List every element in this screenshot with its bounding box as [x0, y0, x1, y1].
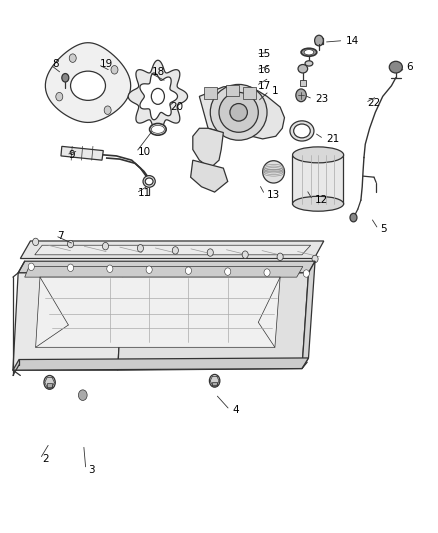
Polygon shape: [35, 277, 280, 348]
Polygon shape: [212, 382, 217, 386]
Circle shape: [314, 35, 323, 46]
Circle shape: [111, 66, 118, 74]
Ellipse shape: [150, 124, 166, 135]
Polygon shape: [199, 86, 285, 139]
Polygon shape: [13, 358, 308, 370]
Ellipse shape: [304, 50, 314, 55]
Ellipse shape: [219, 92, 258, 132]
Circle shape: [296, 89, 306, 102]
Circle shape: [312, 255, 318, 263]
Text: 15: 15: [258, 49, 272, 59]
Polygon shape: [46, 43, 131, 123]
Ellipse shape: [151, 125, 164, 133]
Circle shape: [28, 263, 34, 271]
Circle shape: [225, 268, 231, 276]
Text: 7: 7: [57, 231, 64, 241]
Circle shape: [146, 266, 152, 273]
Polygon shape: [191, 160, 228, 192]
Circle shape: [264, 269, 270, 276]
Ellipse shape: [230, 103, 247, 121]
Text: 18: 18: [151, 68, 165, 77]
Text: 21: 21: [326, 134, 339, 144]
Text: 23: 23: [315, 94, 328, 104]
Circle shape: [32, 238, 39, 246]
Text: 1: 1: [272, 86, 278, 96]
Ellipse shape: [301, 49, 317, 56]
Circle shape: [350, 213, 357, 222]
Circle shape: [56, 92, 63, 101]
Text: 2: 2: [42, 454, 49, 464]
Ellipse shape: [293, 124, 310, 138]
Text: 16: 16: [258, 65, 272, 75]
Circle shape: [67, 264, 74, 271]
Text: 4: 4: [232, 405, 239, 415]
Text: 8: 8: [52, 60, 59, 69]
Circle shape: [62, 74, 69, 82]
Circle shape: [104, 106, 111, 115]
Ellipse shape: [145, 178, 153, 185]
Circle shape: [44, 375, 55, 389]
Circle shape: [67, 240, 74, 248]
Polygon shape: [35, 245, 311, 255]
Ellipse shape: [71, 71, 106, 100]
Circle shape: [207, 249, 213, 256]
Text: 6: 6: [407, 62, 413, 72]
Polygon shape: [118, 273, 308, 370]
Text: 17: 17: [258, 81, 272, 91]
Ellipse shape: [298, 64, 307, 73]
Text: 5: 5: [381, 224, 387, 235]
Text: 13: 13: [267, 190, 280, 200]
Polygon shape: [140, 73, 177, 120]
Polygon shape: [128, 60, 187, 133]
Circle shape: [185, 267, 191, 274]
Ellipse shape: [389, 61, 403, 73]
Circle shape: [78, 390, 87, 400]
Circle shape: [151, 88, 164, 104]
Text: 12: 12: [315, 195, 328, 205]
Circle shape: [172, 247, 178, 254]
Ellipse shape: [263, 161, 285, 183]
Polygon shape: [302, 261, 315, 368]
Text: 3: 3: [88, 465, 95, 474]
Circle shape: [107, 265, 113, 272]
Polygon shape: [61, 147, 103, 160]
Circle shape: [242, 251, 248, 259]
Polygon shape: [20, 241, 324, 259]
Text: 22: 22: [367, 98, 381, 108]
Ellipse shape: [305, 61, 313, 66]
Polygon shape: [300, 80, 306, 86]
Ellipse shape: [293, 147, 344, 163]
Polygon shape: [13, 273, 123, 370]
Circle shape: [277, 253, 283, 261]
Text: 11: 11: [138, 188, 152, 198]
Circle shape: [102, 243, 109, 250]
Text: 19: 19: [100, 60, 113, 69]
Polygon shape: [47, 383, 52, 387]
Ellipse shape: [210, 84, 267, 140]
Circle shape: [303, 270, 309, 277]
Circle shape: [209, 374, 220, 387]
Text: 9: 9: [68, 150, 75, 160]
Polygon shape: [315, 38, 323, 44]
Polygon shape: [292, 155, 343, 204]
Ellipse shape: [293, 196, 344, 211]
Polygon shape: [226, 85, 239, 96]
Polygon shape: [18, 261, 315, 273]
Polygon shape: [204, 87, 217, 99]
Text: 20: 20: [170, 102, 183, 112]
Text: 10: 10: [138, 147, 152, 157]
Circle shape: [138, 245, 144, 252]
Ellipse shape: [143, 175, 155, 187]
Ellipse shape: [290, 121, 314, 141]
Polygon shape: [243, 87, 256, 99]
Polygon shape: [25, 266, 303, 277]
Text: 14: 14: [346, 36, 359, 45]
Polygon shape: [193, 128, 223, 168]
Circle shape: [69, 54, 76, 62]
